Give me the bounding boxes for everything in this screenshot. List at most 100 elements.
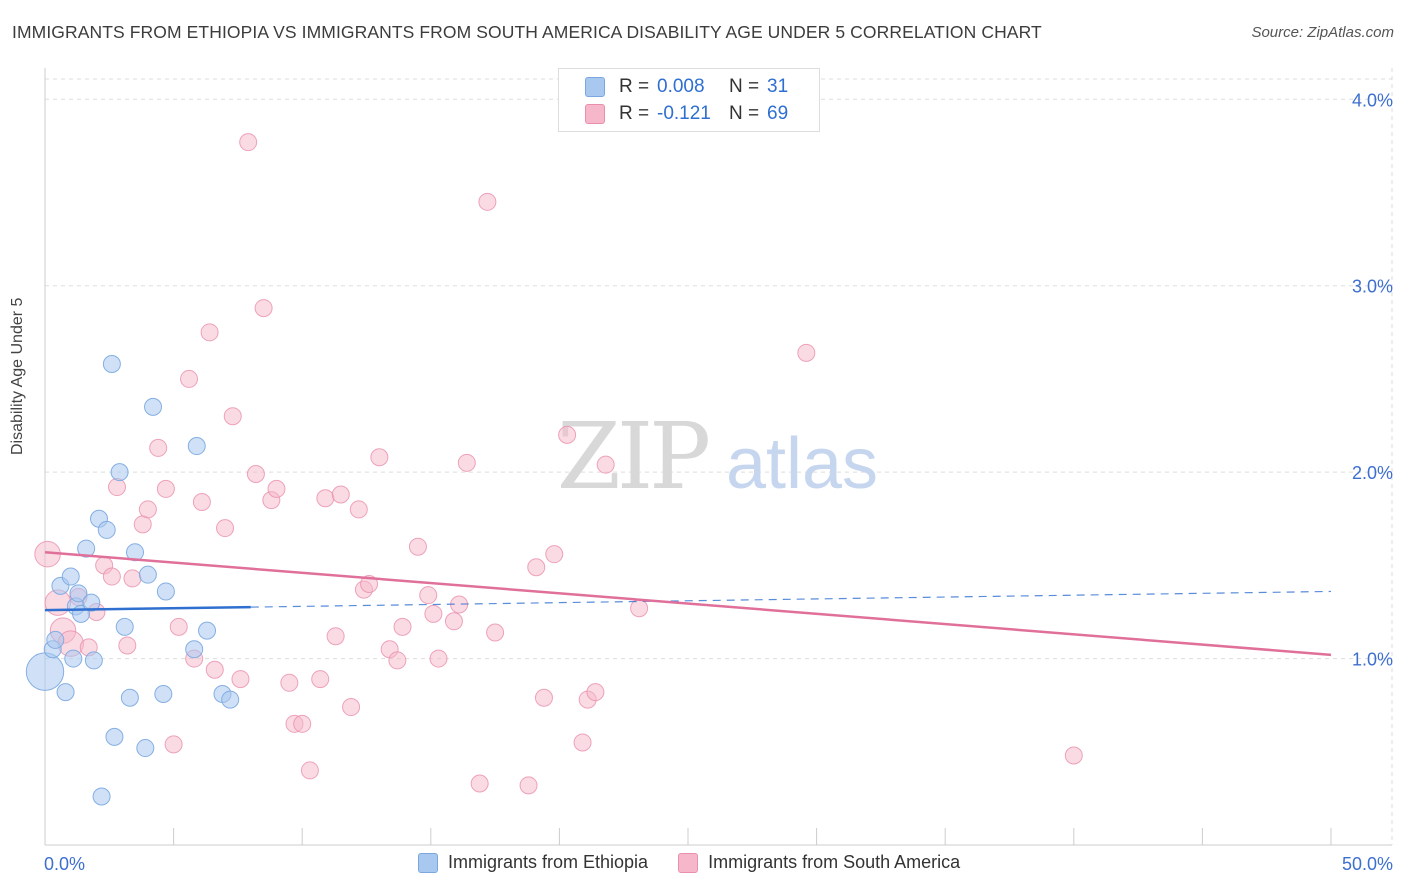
south-america-point <box>231 670 250 689</box>
south-america-point <box>331 485 350 504</box>
ethiopia-point <box>102 355 121 374</box>
south-america-point <box>342 698 361 717</box>
south-america-point <box>239 133 258 152</box>
ethiopia-trend-line <box>44 605 251 612</box>
correlation-legend: R = 0.008 N = 31 R = -0.121 N = 69 <box>558 68 820 132</box>
south-america-point <box>102 567 121 586</box>
south-america-point <box>1064 746 1083 765</box>
legend-row-ethiopia: R = 0.008 N = 31 <box>585 75 788 99</box>
south-america-point <box>216 519 235 538</box>
south-america-point <box>558 425 577 444</box>
r-value: -0.121 <box>657 103 711 124</box>
south-america-point <box>534 688 553 707</box>
ethiopia-point <box>56 683 75 702</box>
south-america-point <box>200 323 219 342</box>
n-label: N = <box>729 103 760 124</box>
south-america-point <box>408 537 427 556</box>
ethiopia-point <box>136 739 155 758</box>
south-america-point <box>419 586 438 605</box>
south-america-point <box>370 448 389 467</box>
south-america-point <box>293 714 312 733</box>
ethiopia-point <box>138 565 157 584</box>
south-america-point <box>519 776 538 795</box>
south-america-point <box>156 479 175 498</box>
r-label: R = <box>619 103 650 124</box>
south-america-point <box>123 569 142 588</box>
south-america-point <box>118 636 137 655</box>
ethiopia-point <box>61 567 80 586</box>
ethiopia-point <box>69 584 88 603</box>
south-america-swatch <box>585 104 605 124</box>
legend-row-south-america: R = -0.121 N = 69 <box>585 102 788 126</box>
legend-item-south-america: Immigrants from South America <box>678 852 960 873</box>
south-america-point <box>316 489 335 508</box>
south-america-legend-swatch <box>678 852 699 873</box>
south-america-point <box>573 733 592 752</box>
chart-title: IMMIGRANTS FROM ETHIOPIA VS IMMIGRANTS F… <box>12 22 1042 42</box>
n-value: 69 <box>767 103 789 124</box>
ethiopia-point <box>92 787 111 806</box>
ethiopia-point <box>97 520 116 539</box>
south-america-point <box>223 407 242 426</box>
legend-item-ethiopia: Immigrants from Ethiopia <box>418 852 648 873</box>
ethiopia-point <box>221 690 240 709</box>
ethiopia-points <box>25 355 240 806</box>
ethiopia-point <box>82 593 101 612</box>
y-tick-label: 4.0% <box>1352 90 1393 110</box>
south-america-point <box>444 612 463 631</box>
ethiopia-point <box>46 630 65 649</box>
ethiopia-legend-swatch <box>418 852 438 873</box>
trend-lines <box>44 551 1332 657</box>
south-america-point <box>149 438 168 457</box>
south-america-point <box>478 192 497 211</box>
n-value: 31 <box>767 76 789 97</box>
south-america-point <box>424 604 443 623</box>
ethiopia-point <box>187 437 206 456</box>
tick-labels: 1.0% 2.0% 3.0% 4.0% 0.0% 50.0% <box>44 90 1393 874</box>
watermark-zip: ZIP <box>557 403 708 510</box>
south-america-point <box>360 575 379 593</box>
south-america-point <box>169 617 188 636</box>
legend-label-south-america: Immigrants from South America <box>708 852 961 872</box>
south-america-point <box>586 683 605 702</box>
y-tick-label: 3.0% <box>1352 277 1393 297</box>
ethiopia-trend-extension <box>250 590 1332 608</box>
south-america-point <box>457 453 476 472</box>
x-tick-label-max: 50.0% <box>1342 854 1393 874</box>
south-america-point <box>311 670 330 689</box>
y-tick-label: 1.0% <box>1352 650 1393 670</box>
south-america-point <box>630 599 649 618</box>
source-credit: Source: ZipAtlas.com <box>1251 24 1394 41</box>
ethiopia-point <box>120 688 139 707</box>
south-america-point <box>429 649 448 668</box>
south-america-point <box>138 500 157 519</box>
south-america-points <box>34 133 1083 795</box>
ethiopia-point <box>198 621 217 640</box>
south-america-point <box>388 651 407 670</box>
south-america-point <box>205 660 224 679</box>
watermark: ZIP atlas <box>557 403 878 510</box>
y-axis-label: Disability Age Under 5 <box>9 297 26 455</box>
ethiopia-swatch <box>585 77 605 97</box>
south-america-point <box>393 617 412 636</box>
x-tick-label-min: 0.0% <box>44 854 85 874</box>
south-america-point <box>246 465 265 484</box>
ethiopia-point <box>185 640 204 659</box>
ethiopia-point <box>144 397 163 416</box>
south-america-point <box>164 735 183 754</box>
south-america-point <box>180 369 199 388</box>
south-america-point <box>797 343 816 362</box>
ethiopia-point <box>156 582 175 601</box>
south-america-point <box>470 774 489 793</box>
south-america-point <box>254 299 273 318</box>
ethiopia-point <box>115 617 134 636</box>
south-america-point <box>108 478 127 497</box>
legend-label-ethiopia: Immigrants from Ethiopia <box>448 852 649 872</box>
south-america-point <box>133 515 152 534</box>
watermark-atlas: atlas <box>726 424 878 504</box>
south-america-point <box>527 558 546 577</box>
south-america-point <box>596 455 615 474</box>
ethiopia-point <box>25 652 65 691</box>
ethiopia-point <box>126 543 145 562</box>
